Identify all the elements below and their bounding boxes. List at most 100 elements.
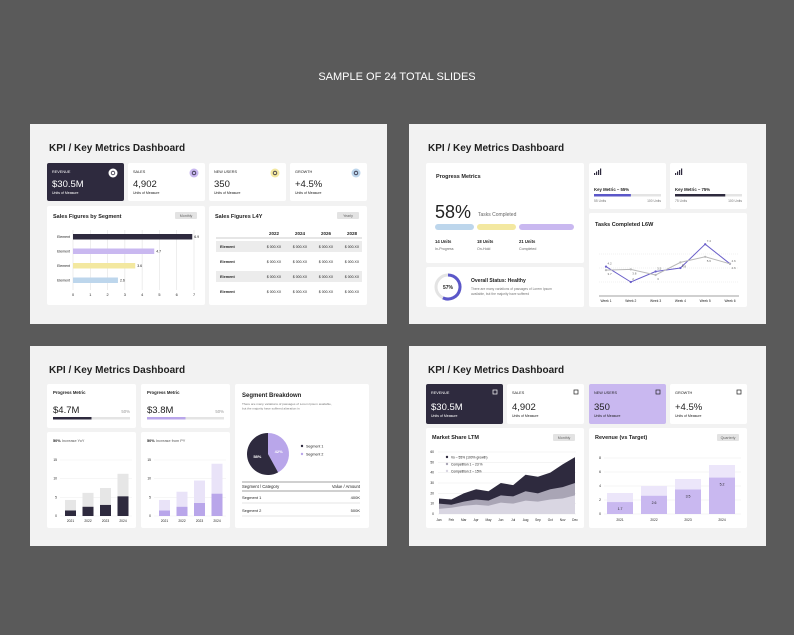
x-tick-label: Week 4 — [675, 299, 686, 303]
legend-dot — [445, 455, 449, 459]
badge — [175, 212, 197, 219]
kpi-label: NEW USERS — [594, 391, 617, 395]
card — [426, 163, 584, 263]
kpi-value: +4.5% — [295, 179, 323, 190]
y-tick-label: 10 — [430, 502, 434, 506]
x-tick-label: Dec — [572, 518, 578, 522]
table-cell: $ 000.XX — [267, 260, 282, 264]
bar — [194, 502, 205, 516]
y-tick-label: 60 — [430, 450, 434, 454]
legend-label: Competition 1 – 23 % — [451, 462, 483, 466]
y-tick-label: 4 — [599, 484, 601, 488]
point — [604, 269, 608, 272]
y-tick-label: 10 — [147, 477, 151, 481]
progress-segment — [519, 224, 574, 230]
value-label: 3.5 — [686, 495, 691, 499]
table-row — [216, 271, 362, 282]
kpi-icon-glyph — [110, 170, 116, 176]
x-tick-label: 2 — [107, 293, 109, 297]
card — [670, 384, 747, 424]
table-cell: $ 000.XX — [345, 260, 360, 264]
card — [47, 163, 124, 201]
column-header: 2026 — [321, 231, 332, 236]
x-tick-label: 2024 — [119, 519, 127, 523]
x-tick-label: 2021 — [161, 519, 169, 523]
point — [629, 268, 632, 271]
kpi-icon-glyph — [272, 170, 278, 176]
badge-label: Quarterly — [721, 436, 736, 440]
card — [47, 206, 205, 305]
card — [589, 163, 666, 209]
metric-bar — [675, 194, 726, 197]
x-tick-label: 2024 — [718, 518, 726, 522]
metric-title: Progress Metric — [147, 390, 180, 395]
column-header: 2022 — [269, 231, 280, 236]
bar — [709, 477, 735, 514]
bar — [73, 234, 193, 240]
bar — [176, 506, 188, 516]
pie-text: There are many variations of passages of… — [242, 402, 332, 406]
point-label: 5.6 — [707, 259, 712, 263]
item-label: On-Hold — [477, 247, 490, 251]
x-tick-label: Jul — [511, 518, 515, 522]
card — [290, 163, 367, 201]
table-row — [216, 241, 362, 252]
y-tick-label: 5 — [149, 495, 151, 499]
kpi-unit: Units of Measure — [295, 191, 322, 195]
x-tick-label: 7 — [193, 293, 195, 297]
point-label: 3.5 — [657, 267, 662, 271]
x-tick-label: 2023 — [102, 519, 110, 523]
table-cell: $ 000.XX — [319, 245, 334, 249]
chart-title: Revenue (vs Target) — [595, 435, 647, 441]
x-tick-label: 6 — [176, 293, 178, 297]
bar — [117, 496, 129, 516]
bar — [73, 277, 118, 283]
metric-percent: 50% — [215, 409, 224, 414]
y-tick-label: 0 — [55, 514, 57, 518]
kpi-value: 350 — [594, 402, 610, 413]
chart-highlight: 50% — [147, 439, 155, 443]
header: SAMPLE OF 24 TOTAL SLIDES — [318, 71, 475, 83]
progress-segment — [435, 224, 474, 230]
slice-label: 42% — [275, 449, 283, 454]
kpi-icon-glyph — [191, 170, 197, 176]
y-tick-label: Element — [57, 250, 70, 254]
slide-title: KPI / Key Metrics Dashboard — [49, 143, 185, 154]
kpi-icon — [189, 168, 199, 178]
card — [426, 267, 584, 307]
metric-right: 100 Units — [647, 199, 661, 203]
badge — [553, 434, 575, 441]
status-text: There are many variations of passages of… — [471, 287, 552, 291]
x-tick-label: 1 — [89, 293, 91, 297]
signal-icon — [677, 171, 679, 175]
column-header: 2024 — [295, 231, 306, 236]
legend-dot — [445, 469, 449, 473]
x-tick-label: Sep — [535, 518, 541, 522]
x-tick-label: 3 — [124, 293, 126, 297]
card — [589, 384, 666, 424]
chart-title: Increase YoY — [62, 439, 85, 443]
kpi-value: 4,902 — [133, 179, 157, 190]
x-tick-label: Week 6 — [724, 299, 735, 303]
x-tick-label: 4 — [141, 293, 143, 297]
x-tick-label: 2022 — [84, 519, 92, 523]
x-tick-label: 2021 — [67, 519, 75, 523]
table-cell: $ 000.XX — [319, 275, 334, 279]
bar — [159, 499, 170, 511]
donut-arc — [442, 273, 462, 301]
chart-title: Sales Figures by Segment — [53, 214, 122, 220]
x-tick-label: 2024 — [213, 519, 221, 523]
point — [629, 280, 632, 284]
point-label: 4.8 — [682, 264, 687, 268]
point — [704, 255, 707, 258]
kpi-label: SALES — [512, 391, 525, 395]
legend-dot — [300, 452, 304, 456]
point-label: 4.6 — [732, 266, 737, 270]
table-cell: $ 000.XX — [293, 275, 308, 279]
y-tick-label: Element — [57, 279, 70, 283]
row-label: Element — [220, 290, 236, 294]
bar — [100, 504, 111, 516]
table-cell: $ 000.XX — [267, 275, 282, 279]
kpi-icon — [573, 389, 579, 395]
table-cell: $ 000.XX — [267, 290, 282, 294]
